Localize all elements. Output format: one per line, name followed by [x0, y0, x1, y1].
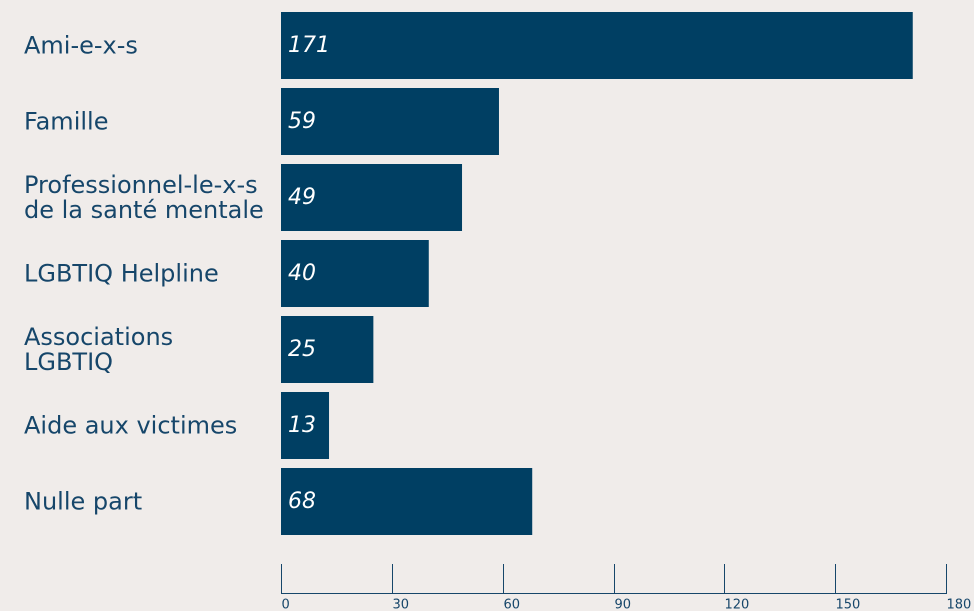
bar-value-label: 25: [288, 337, 316, 362]
category-label-line: Nulle part: [24, 488, 142, 516]
category-label-line: Ami-e-x-s: [24, 32, 138, 60]
x-tick-label: 60: [504, 598, 521, 611]
bar: [281, 316, 374, 383]
bar-value-label: 59: [288, 109, 316, 134]
bar-value-label: 68: [288, 489, 316, 514]
bar: [281, 468, 533, 535]
x-tick-label: 120: [725, 598, 750, 611]
x-tick-label: 180: [947, 598, 972, 611]
x-tick-label: 30: [393, 598, 410, 611]
category-label: Professionnel-le-x-s de la santé mentale: [24, 171, 264, 224]
category-label: Aide aux victimes: [24, 412, 237, 440]
bar: [281, 164, 463, 231]
category-label-line: Aide aux victimes: [24, 412, 237, 440]
category-label: Nulle part: [24, 488, 142, 516]
x-tick-label: 150: [836, 598, 861, 611]
bar-value-label: 13: [288, 413, 316, 438]
x-tick-label: 90: [615, 598, 632, 611]
category-label: LGBTIQ Helpline: [24, 260, 219, 288]
category-label-line: Famille: [24, 108, 108, 136]
category-label-line: LGBTIQ: [24, 348, 113, 376]
category-label-line: Associations: [24, 323, 173, 351]
category-label: Associations LGBTIQ: [24, 323, 173, 376]
category-label-line: de la santé mentale: [24, 196, 264, 224]
bar-value-label: 49: [288, 185, 316, 210]
x-axis: 0 30 60 90 120 150 180: [281, 564, 971, 611]
bars-group: 171 Ami-e-x-s 59 Famille 49 Professionnel-le-…: [24, 12, 913, 535]
x-tick-label: 0: [282, 598, 290, 611]
bar-value-label: 171: [288, 33, 330, 58]
bar: [281, 392, 330, 459]
bar: [281, 88, 499, 155]
category-label-line: LGBTIQ Helpline: [24, 260, 219, 288]
bar-value-label: 40: [288, 261, 316, 286]
category-label: Famille: [24, 108, 108, 136]
bar: [281, 12, 913, 79]
category-label: Ami-e-x-s: [24, 32, 138, 60]
bar: [281, 240, 429, 307]
category-label-line: Professionnel-le-x-s: [24, 171, 258, 199]
